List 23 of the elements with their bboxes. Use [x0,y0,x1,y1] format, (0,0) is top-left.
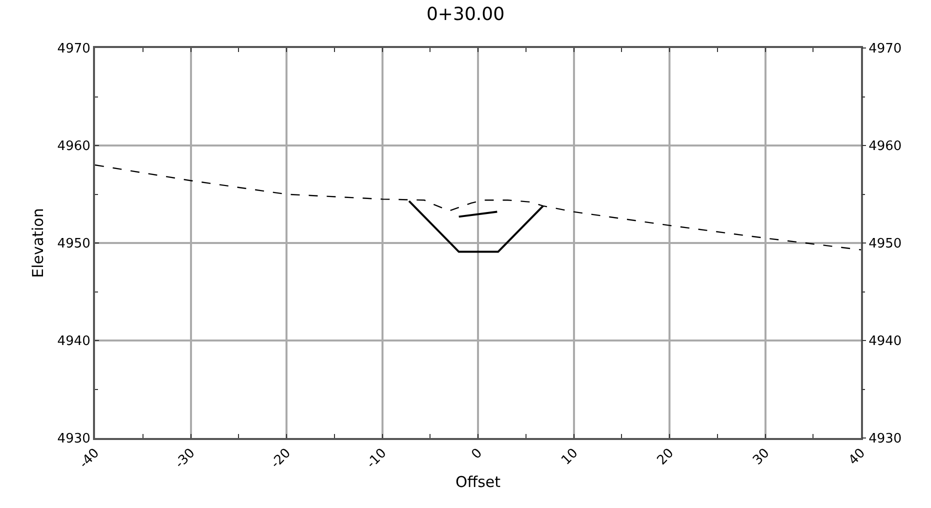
x-tick-label: -40 [76,446,102,472]
line-series [95,164,861,250]
x-tick-label: 20 [654,446,677,468]
x-tick-label: 30 [750,446,773,468]
y-axis-title: Elevation [29,208,48,278]
x-axis-title: Offset [455,473,501,492]
x-tick-label: -20 [268,446,294,472]
y-tick-label: 4930 [57,432,90,447]
y2-tick-label: 4930 [868,432,902,447]
chart-title: 0+30.00 [426,4,505,26]
y2-tick-label: 4970 [868,42,902,57]
x-tick-label: 40 [846,446,868,468]
x-tick-label: -30 [172,446,198,472]
y-tick-label: 4950 [57,236,90,252]
y2-tick-label: 4950 [868,236,902,252]
x-tick-label: 0 [468,446,486,462]
y2-tick-label: 4940 [868,334,902,350]
y-tick-label: 4960 [57,139,90,154]
y-tick-label: 4940 [57,334,90,350]
x-tick-label: -10 [364,446,390,472]
y-tick-label: 4970 [57,42,90,57]
y2-tick-label: 4960 [868,139,902,154]
x-tick-label: 10 [558,446,582,468]
